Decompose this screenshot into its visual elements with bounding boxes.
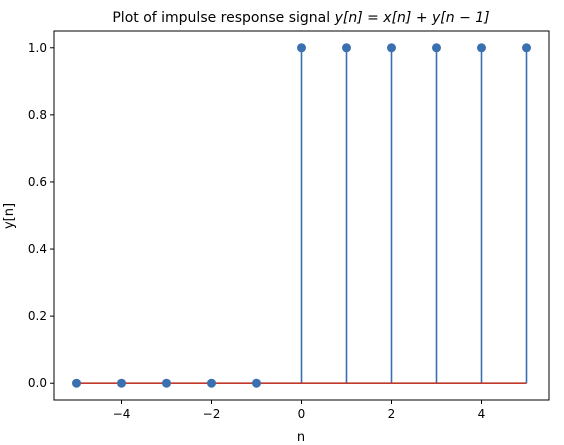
plot-area: −4 −2 0 2 4 0.0 0.2 0.4 0.6 0.8 1.0 [28, 30, 550, 421]
stem-marker [342, 43, 351, 53]
stem-marker [432, 43, 441, 53]
stem-marker [297, 43, 306, 53]
y-tick-label: 1.0 [28, 41, 47, 55]
y-axis-label: y[n] [2, 203, 17, 229]
stem-marker [252, 378, 261, 388]
y-tick-label: 0.8 [28, 108, 47, 122]
chart-title: Plot of impulse response signal y[n] = x… [112, 10, 489, 26]
x-tick-label: 4 [478, 407, 486, 421]
x-axis-label: n [297, 430, 305, 445]
x-tick-label: 0 [298, 407, 306, 421]
stem-marker [477, 43, 486, 53]
stem-marker [387, 43, 396, 53]
chart-title-prefix: Plot of impulse response signal [112, 10, 334, 26]
y-tick-label: 0.4 [28, 242, 47, 256]
x-tick-label: −4 [113, 407, 131, 421]
stem-marker [117, 378, 126, 388]
chart-title-math: y[n] = x[n] + y[n − 1] [334, 10, 490, 26]
x-tick-label: −2 [203, 407, 221, 421]
y-tick-label: 0.0 [28, 376, 47, 390]
x-tick-label: 2 [388, 407, 396, 421]
stem-marker [162, 378, 171, 388]
stem-marker [72, 378, 81, 388]
stem-marker [207, 378, 216, 388]
y-tick-label: 0.6 [28, 175, 47, 189]
stem-marker [522, 43, 531, 53]
y-tick-label: 0.2 [28, 309, 47, 323]
